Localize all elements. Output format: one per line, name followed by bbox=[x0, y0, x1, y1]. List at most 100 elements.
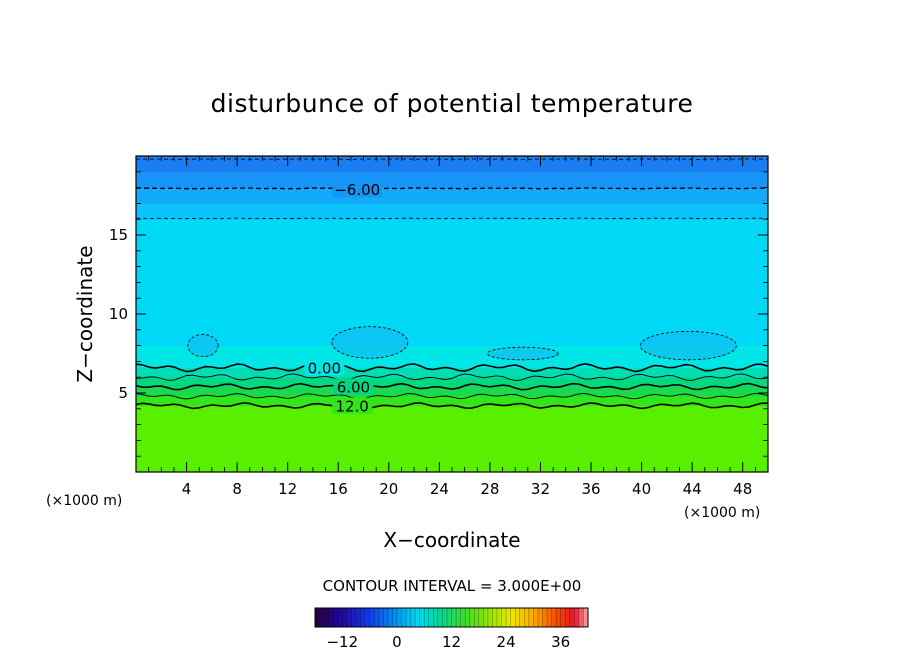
colorbar-segment bbox=[383, 608, 389, 627]
colorbar-segment bbox=[419, 608, 425, 627]
colorbar-segment bbox=[446, 608, 452, 627]
contour-label-bg bbox=[332, 181, 382, 198]
colorbar-segment bbox=[483, 608, 489, 627]
field-band-10 bbox=[136, 156, 768, 173]
field-band-5 bbox=[136, 345, 768, 369]
colorbar-segment bbox=[319, 608, 325, 627]
x-tick-label: 16 bbox=[329, 480, 348, 498]
colorbar-segment bbox=[474, 608, 480, 627]
colorbar-segment bbox=[501, 608, 507, 627]
colorbar-segment bbox=[551, 608, 557, 627]
colorbar-segment bbox=[324, 608, 329, 627]
field-band-9 bbox=[136, 171, 768, 189]
colorbar-segment bbox=[574, 608, 580, 627]
colorbar-segment bbox=[515, 608, 521, 627]
colorbar-segment bbox=[369, 608, 375, 627]
x-tick-label: 32 bbox=[531, 480, 550, 498]
colorbar-segment bbox=[315, 608, 320, 627]
contour-label: 6.00 bbox=[337, 379, 370, 397]
x-tick-label: 36 bbox=[581, 480, 600, 498]
colorbar-segment bbox=[346, 608, 352, 627]
neg-cell-0 bbox=[187, 334, 219, 358]
x-tick-label: 8 bbox=[232, 480, 242, 498]
colorbar-segment bbox=[387, 608, 393, 627]
colorbar-segment bbox=[560, 608, 566, 627]
colorbar-segment bbox=[424, 608, 430, 627]
x-tick-label: 44 bbox=[683, 480, 702, 498]
colorbar-segment bbox=[533, 608, 539, 627]
colorbar-segment bbox=[396, 608, 402, 627]
contour-12 bbox=[136, 402, 768, 410]
contour-0 bbox=[136, 362, 768, 373]
colorbar-tick-label: 12 bbox=[442, 633, 461, 651]
colorbar-tick-label: −12 bbox=[326, 633, 358, 651]
colorbar-tick-label: 0 bbox=[392, 633, 402, 651]
neg-cell-2 bbox=[486, 346, 559, 361]
field-band-4 bbox=[136, 367, 768, 378]
y-tick-label: 5 bbox=[118, 384, 128, 402]
x-tick-label: 40 bbox=[632, 480, 651, 498]
colorbar-segment bbox=[542, 608, 548, 627]
colorbar-segment bbox=[374, 608, 379, 627]
colorbar-segment bbox=[433, 608, 439, 627]
colorbar-segment bbox=[401, 608, 407, 627]
x-tick-label: 24 bbox=[430, 480, 449, 498]
field-band-7 bbox=[136, 203, 768, 220]
field-band-0 bbox=[136, 405, 768, 472]
colorbar-segment bbox=[465, 608, 470, 627]
y-axis-label: Z−coordinate bbox=[73, 245, 97, 382]
colorbar-segment bbox=[456, 608, 461, 627]
contour-label-bg bbox=[332, 397, 373, 414]
colorbar-segment bbox=[451, 608, 457, 627]
colorbar-segment bbox=[478, 608, 484, 627]
colorbar-segment bbox=[497, 608, 502, 627]
neg-cell-3 bbox=[639, 330, 737, 361]
y-axis-ticks: 5 10 15 bbox=[109, 171, 768, 457]
colorbar-segment bbox=[583, 608, 589, 627]
contour-interval-label: CONTOUR INTERVAL = 3.000E+00 bbox=[323, 577, 582, 595]
colorbar-segment bbox=[469, 608, 475, 627]
field-band-1 bbox=[136, 396, 768, 407]
colorbar-segment bbox=[547, 608, 552, 627]
x-axis-label: X−coordinate bbox=[383, 528, 520, 552]
contour-neg3 bbox=[136, 217, 768, 220]
field-band-8 bbox=[136, 187, 768, 204]
neg-cell-1 bbox=[331, 326, 409, 359]
colorbar-segment bbox=[519, 608, 525, 627]
x-tick-label: 48 bbox=[733, 480, 752, 498]
colorbar-segment bbox=[406, 608, 411, 627]
colorbar-segment bbox=[333, 608, 339, 627]
colorbar-segment bbox=[337, 608, 343, 627]
colorbar-segment bbox=[410, 608, 416, 627]
colorbar-segment bbox=[578, 608, 584, 627]
chart-title: disturbunce of potential temperature bbox=[211, 89, 694, 118]
colorbar-segment bbox=[460, 608, 466, 627]
colorbar-tick-label: 24 bbox=[497, 633, 516, 651]
field-band-2 bbox=[136, 386, 768, 397]
colorbar-segment bbox=[342, 608, 348, 627]
colorbar-segment bbox=[510, 608, 516, 627]
contour-lines bbox=[136, 158, 768, 410]
colorbar-tick-label: 36 bbox=[551, 633, 570, 651]
colorbar-segment bbox=[415, 608, 420, 627]
colorbar-segment bbox=[360, 608, 366, 627]
colorbar bbox=[314, 607, 589, 628]
colorbar-segment bbox=[328, 608, 334, 627]
colorbar-segment bbox=[487, 608, 493, 627]
x-tick-label: 4 bbox=[182, 480, 192, 498]
field-band-6 bbox=[136, 219, 768, 347]
colorbar-segment bbox=[556, 608, 561, 627]
colorbar-segment bbox=[392, 608, 398, 627]
x-axis-ticks: 4 8 12 16 20 24 28 32 36 40 44 48 bbox=[148, 156, 756, 498]
colorbar-segment bbox=[442, 608, 448, 627]
x-unit-right: (×1000 m) bbox=[684, 505, 760, 521]
contour-neg6 bbox=[136, 187, 768, 190]
x-tick-label: 12 bbox=[278, 480, 297, 498]
contour-label-bg bbox=[304, 359, 345, 376]
colorbar-segment bbox=[569, 608, 575, 627]
x-tick-label: 28 bbox=[480, 480, 499, 498]
contour-6 bbox=[136, 382, 768, 391]
